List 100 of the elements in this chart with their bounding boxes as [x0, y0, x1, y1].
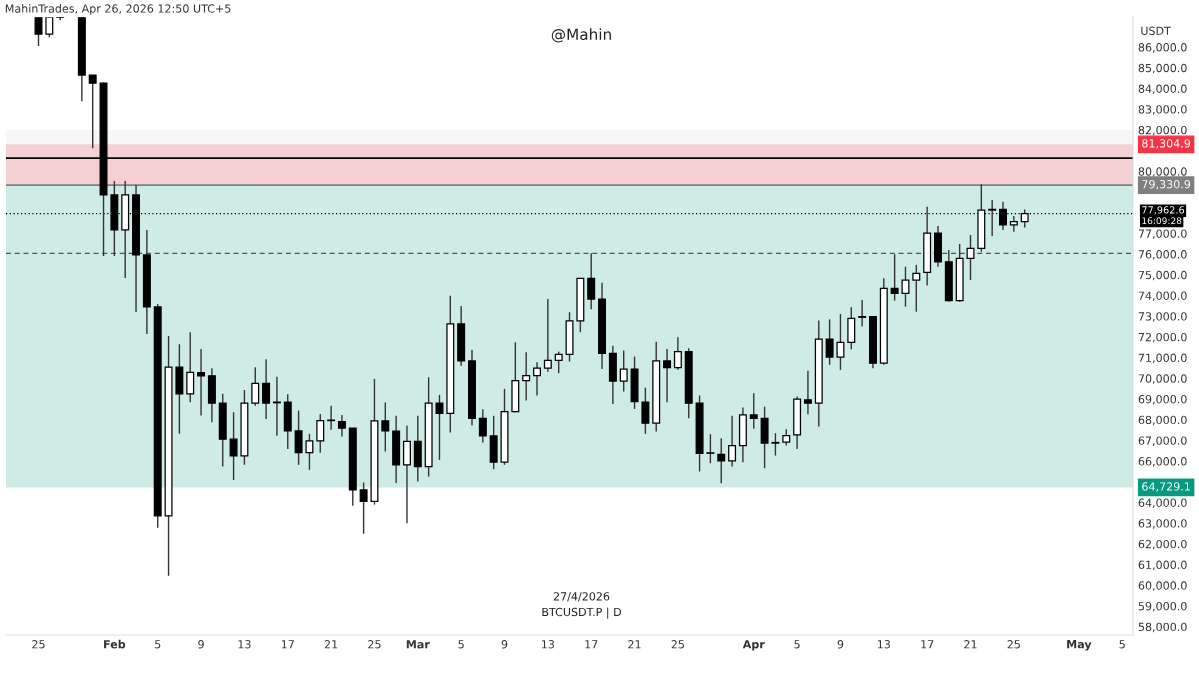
x-tick-label: 5: [794, 640, 800, 649]
x-tick-label: 9: [501, 640, 508, 649]
candlestick: [88, 74, 97, 149]
candlestick: [673, 336, 682, 371]
candlestick: [836, 313, 845, 371]
y-tick-label: 64,000.0: [1138, 498, 1187, 509]
candlestick: [337, 414, 346, 438]
candlestick: [316, 413, 325, 454]
x-tick-label: 9: [198, 640, 204, 649]
x-tick-label: 21: [324, 640, 338, 649]
band-label: 64,729.1: [1142, 482, 1190, 492]
candlestick: [381, 401, 390, 453]
x-tick-label: 17: [281, 640, 294, 649]
y-tick-label: 83,000.0: [1138, 105, 1187, 115]
y-tick-label: 74,000.0: [1138, 291, 1187, 302]
y-tick-label: 70,000.0: [1138, 374, 1187, 384]
candlestick: [359, 481, 368, 535]
x-tick-label: Apr: [742, 640, 765, 651]
candlestick: [825, 318, 834, 366]
y-tick-label: 80,000.0: [1138, 167, 1187, 177]
y-tick-label: 71,000.0: [1138, 353, 1187, 364]
candlestick: [197, 348, 206, 417]
x-tick-label: 9: [837, 640, 844, 649]
y-tick-label: 62,000.0: [1138, 539, 1187, 550]
candlestick: [641, 386, 650, 435]
candlestick: [858, 299, 867, 328]
y-tick-label: 58,000.0: [1138, 622, 1187, 633]
x-tick-label: 21: [628, 640, 641, 649]
x-tick-label: 13: [877, 640, 890, 649]
x-tick-label: 17: [585, 640, 598, 649]
y-tick-label: 66,000.0: [1138, 457, 1187, 467]
x-tick-label: May: [1067, 640, 1092, 651]
annotation: BTCUSDT.P | D: [542, 607, 622, 619]
x-tick-label: 5: [1119, 640, 1125, 649]
y-tick-label: 68,000.0: [1138, 415, 1187, 426]
candlestick: [728, 415, 737, 468]
y-tick-label: 69,000.0: [1138, 395, 1187, 405]
ref-line-label: 79,330.9: [1142, 180, 1191, 190]
candlestick: [912, 264, 921, 313]
x-tick-label: 25: [1007, 640, 1020, 649]
candlestick: [749, 392, 758, 430]
y-tick-label: 72,000.0: [1138, 332, 1187, 343]
x-tick-label: 13: [238, 640, 251, 649]
y-tick-label: 60,000.0: [1138, 581, 1187, 591]
candlestick: [890, 253, 899, 302]
ref-line-label: 77,962.6: [1142, 206, 1185, 215]
candlestick: [706, 433, 715, 464]
y-tick-label: 77,000.0: [1138, 229, 1187, 239]
annotation: @Mahin: [551, 28, 611, 43]
x-tick-label: 17: [921, 640, 934, 649]
candlestick: [803, 370, 812, 415]
candlestick: [305, 433, 314, 471]
x-tick-label: Mar: [406, 640, 430, 649]
annotation: 27/4/2026: [553, 592, 610, 602]
x-tick-label: 25: [368, 640, 381, 649]
y-tick-label: 73,000.0: [1138, 312, 1187, 322]
x-tick-label: 25: [671, 640, 684, 649]
candlestick: [294, 409, 303, 466]
candlestick: [522, 351, 531, 402]
candlestick: [543, 298, 552, 373]
y-tick-label: 76,000.0: [1138, 250, 1187, 260]
y-tick-label: 67,000.0: [1138, 436, 1187, 446]
candlestick: [554, 350, 563, 374]
text: MahinTrades, Apr 26, 2026 12:50 UTC+5: [5, 4, 231, 15]
candlestick: [533, 361, 541, 397]
candlestick: [478, 408, 487, 444]
candlestick: [717, 437, 726, 484]
candlestick: [327, 404, 336, 431]
candlestick: [251, 366, 260, 407]
candlestick: [771, 432, 780, 457]
x-tick-label: 5: [458, 640, 464, 649]
y-tick-label: 84,000.0: [1138, 84, 1187, 95]
y-tick-label: 59,000.0: [1138, 601, 1187, 612]
candlestick: [587, 252, 596, 310]
x-tick-label: Feb: [104, 639, 126, 649]
y-tick-label: 75,000.0: [1138, 270, 1187, 281]
candlestick: [34, 17, 43, 47]
y-tick-label: 61,000.0: [1138, 560, 1187, 571]
candlestick: [966, 234, 975, 281]
candlestick: [272, 375, 281, 437]
x-tick-label: 5: [155, 640, 161, 649]
x-tick-label: 21: [964, 640, 977, 649]
candlestick: [402, 424, 411, 524]
band-label: 81,304.9: [1142, 139, 1191, 149]
y-axis-title: USDT: [1141, 26, 1171, 35]
candlestick: [901, 266, 910, 308]
candlestick: [435, 394, 444, 461]
x-tick-label: 13: [542, 640, 555, 649]
candlestick: [619, 349, 628, 393]
x-tick-label: 25: [32, 640, 45, 649]
candlestick: [229, 411, 238, 481]
text: 16:09:28: [1142, 217, 1182, 225]
candlestick: [262, 358, 271, 420]
y-tick-label: 63,000.0: [1138, 519, 1187, 529]
y-tick-label: 85,000.0: [1138, 63, 1187, 74]
y-tick-label: 86,000.0: [1138, 43, 1187, 53]
candlestick: [663, 348, 672, 403]
candlestick: [186, 331, 195, 403]
candlestick: [1009, 215, 1018, 233]
y-tick-label: 82,000.0: [1138, 125, 1187, 136]
